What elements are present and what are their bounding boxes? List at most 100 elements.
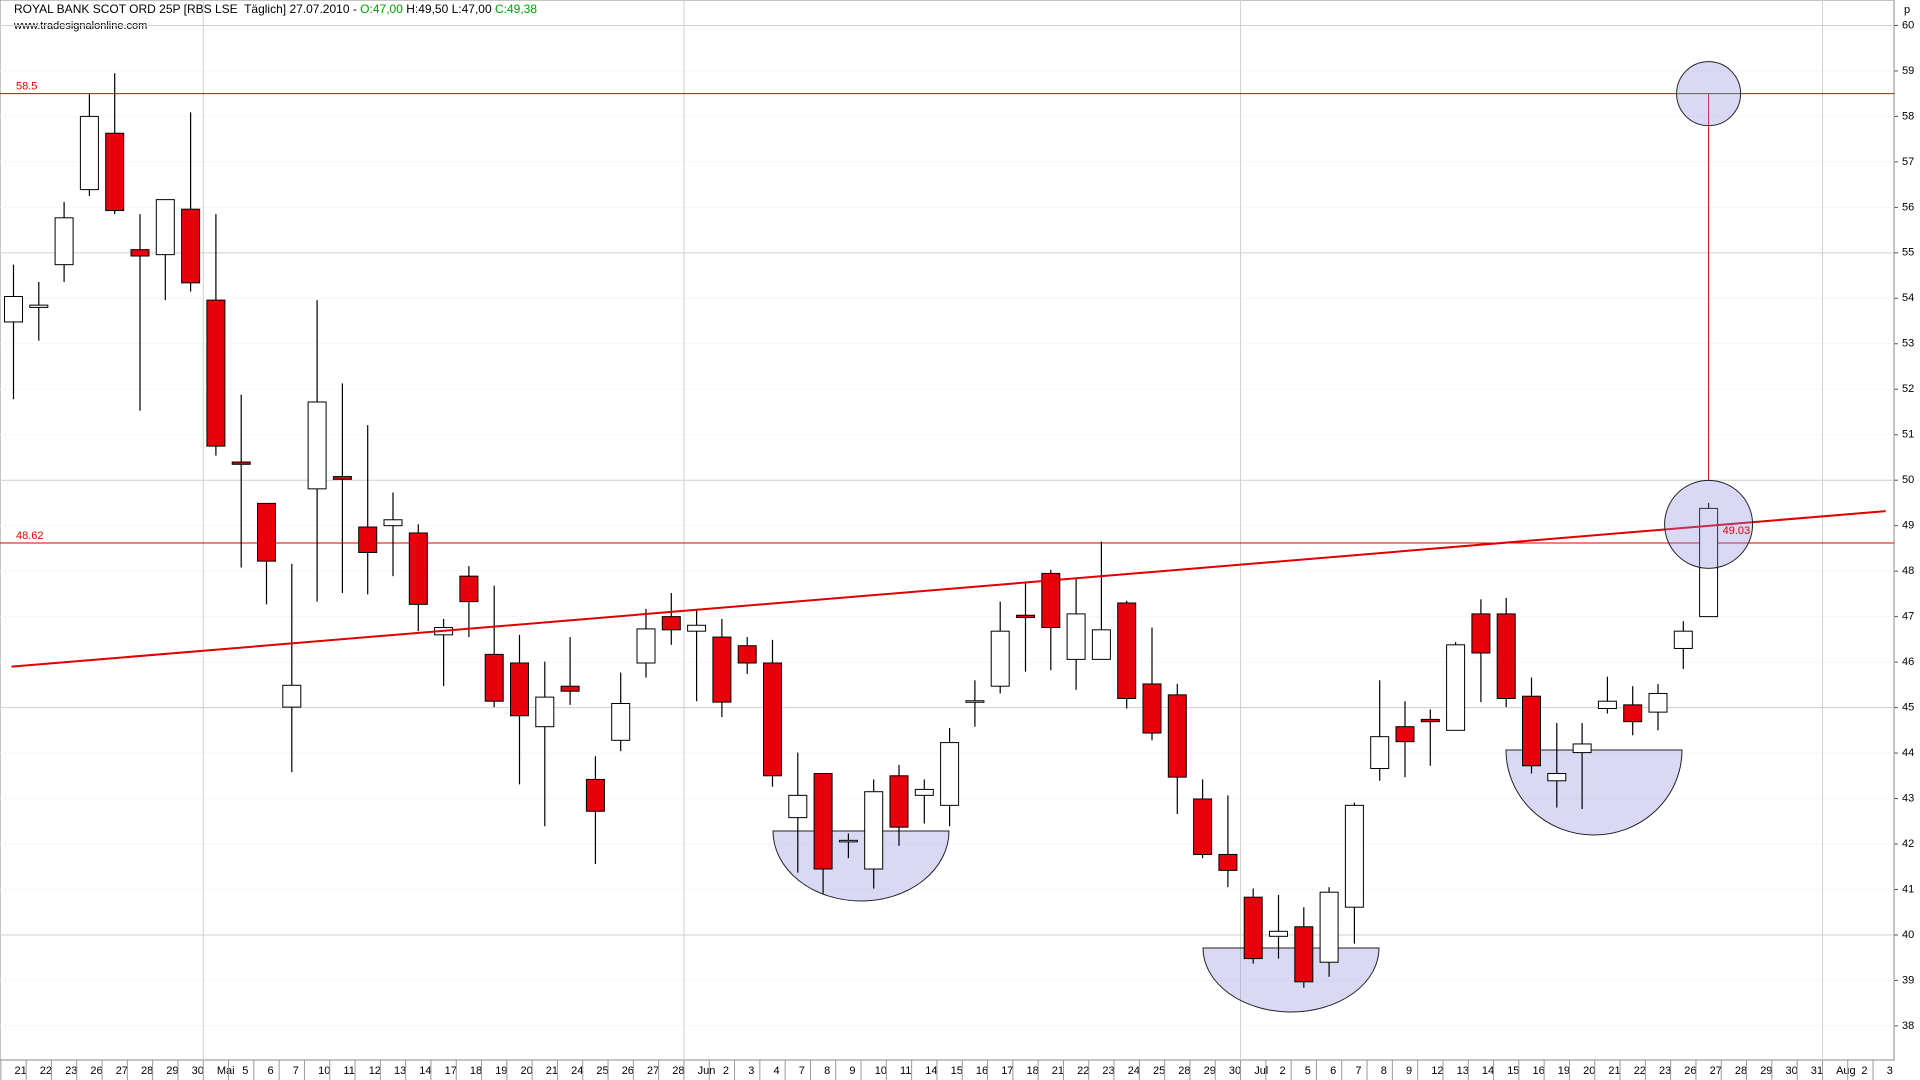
y-tick-label: 49 bbox=[1902, 520, 1914, 532]
candle-body bbox=[661, 616, 681, 631]
x-tick-label: Mai bbox=[217, 1065, 235, 1077]
x-tick-label: 7 bbox=[293, 1065, 299, 1077]
x-tick-label: 28 bbox=[1735, 1065, 1747, 1077]
candle-body bbox=[1193, 798, 1213, 855]
candle-body bbox=[940, 742, 960, 806]
x-tick-label: 23 bbox=[65, 1065, 77, 1077]
x-tick-label: 21 bbox=[1052, 1065, 1064, 1077]
candle-body bbox=[383, 519, 403, 527]
x-tick-label: 7 bbox=[799, 1065, 805, 1077]
candle-body bbox=[358, 526, 378, 554]
x-tick-label: 28 bbox=[141, 1065, 153, 1077]
candle-body bbox=[181, 208, 201, 284]
y-tick-label: 48 bbox=[1902, 565, 1914, 577]
candle-body bbox=[1446, 644, 1466, 731]
candle-body bbox=[408, 532, 428, 605]
x-tick-label: 12 bbox=[1431, 1065, 1443, 1077]
level-label: 48.62 bbox=[16, 530, 44, 542]
x-tick-label: 26 bbox=[1684, 1065, 1696, 1077]
candle-body bbox=[813, 773, 833, 870]
y-tick-label: 47 bbox=[1902, 611, 1914, 623]
candle-body bbox=[763, 662, 782, 777]
ohlc-close: C:49,38 bbox=[495, 2, 537, 16]
x-tick-label: 11 bbox=[343, 1065, 354, 1077]
x-tick-label: 9 bbox=[849, 1065, 855, 1077]
candle-body bbox=[1142, 683, 1162, 734]
x-tick-label: 4 bbox=[774, 1065, 780, 1077]
x-tick-label: 17 bbox=[445, 1065, 457, 1077]
x-tick-label: 2 bbox=[1280, 1065, 1286, 1077]
candle-body bbox=[307, 401, 327, 490]
x-tick-label: 28 bbox=[1178, 1065, 1190, 1077]
ohlc-high: H:49,50 bbox=[406, 2, 448, 16]
candle-body bbox=[1623, 704, 1643, 723]
candle-body bbox=[1016, 614, 1035, 619]
candle-body bbox=[636, 628, 656, 664]
candle-body bbox=[1294, 926, 1314, 983]
title: ROYAL BANK SCOT ORD 25P [RBS LSE Täglich… bbox=[14, 2, 357, 16]
candle-body bbox=[1167, 694, 1187, 778]
candle-body bbox=[611, 702, 631, 741]
x-tick-label: 26 bbox=[622, 1065, 634, 1077]
x-tick-label: 18 bbox=[470, 1065, 482, 1077]
candle-body bbox=[155, 199, 175, 256]
candle-body bbox=[1269, 930, 1288, 937]
y-tick-label: 41 bbox=[1902, 883, 1914, 895]
y-tick-label: 57 bbox=[1902, 156, 1914, 168]
y-tick-label: 51 bbox=[1902, 429, 1914, 441]
y-tick-label: 53 bbox=[1902, 338, 1914, 350]
bowl bbox=[1505, 749, 1683, 836]
x-tick-label: 29 bbox=[1204, 1065, 1216, 1077]
y-tick-label: 52 bbox=[1902, 383, 1914, 395]
y-tick-label: 40 bbox=[1902, 929, 1914, 941]
x-tick-label: 8 bbox=[1381, 1065, 1387, 1077]
candle-body bbox=[1218, 853, 1238, 871]
x-tick-label: Jun bbox=[698, 1065, 716, 1077]
candle-body bbox=[535, 696, 555, 728]
candle-body bbox=[231, 461, 251, 465]
x-tick-label: 14 bbox=[1482, 1065, 1494, 1077]
x-tick-label: 19 bbox=[495, 1065, 507, 1077]
breakout-circle bbox=[1664, 479, 1754, 569]
candle-body bbox=[1572, 743, 1592, 754]
x-tick-label: 26 bbox=[90, 1065, 102, 1077]
x-tick-label: 29 bbox=[166, 1065, 178, 1077]
candle-body bbox=[282, 684, 302, 708]
candle-body bbox=[1319, 891, 1339, 963]
candle-body bbox=[1420, 718, 1440, 723]
y-tick-label: 55 bbox=[1902, 247, 1914, 259]
x-tick-label: 30 bbox=[1229, 1065, 1241, 1077]
x-tick-label: 27 bbox=[647, 1065, 659, 1077]
candle-body bbox=[1471, 613, 1491, 654]
y-tick-label: 59 bbox=[1902, 65, 1914, 77]
candle-body bbox=[990, 630, 1010, 687]
x-tick-label: 28 bbox=[672, 1065, 684, 1077]
x-tick-label: 10 bbox=[875, 1065, 887, 1077]
candle-body bbox=[864, 791, 884, 870]
x-tick-label: 31 bbox=[1811, 1065, 1823, 1077]
x-tick-label: 22 bbox=[1634, 1065, 1646, 1077]
trendline bbox=[11, 510, 1886, 668]
x-tick-label: 6 bbox=[268, 1065, 274, 1077]
candle-body bbox=[1547, 773, 1567, 782]
x-tick-label: 6 bbox=[1330, 1065, 1336, 1077]
candle-body bbox=[1648, 692, 1668, 713]
level-label: 58.5 bbox=[16, 81, 37, 93]
trendline-label: 49.03 bbox=[1723, 525, 1751, 537]
ohlc-low: L:47,00 bbox=[452, 2, 492, 16]
x-tick-label: 21 bbox=[15, 1065, 27, 1077]
candle-body bbox=[965, 700, 985, 703]
x-tick-label: 21 bbox=[546, 1065, 558, 1077]
y-tick-label: 54 bbox=[1902, 292, 1914, 304]
x-tick-label: 16 bbox=[1533, 1065, 1545, 1077]
y-tick-label: 45 bbox=[1902, 701, 1914, 713]
y-tick-label: 44 bbox=[1902, 747, 1914, 759]
x-tick-label: 22 bbox=[1077, 1065, 1089, 1077]
x-tick-label: 22 bbox=[40, 1065, 52, 1077]
x-tick-label: 30 bbox=[1786, 1065, 1798, 1077]
x-tick-label: 5 bbox=[242, 1065, 248, 1077]
candle-body bbox=[914, 788, 934, 796]
x-tick-label: 2 bbox=[1861, 1065, 1867, 1077]
